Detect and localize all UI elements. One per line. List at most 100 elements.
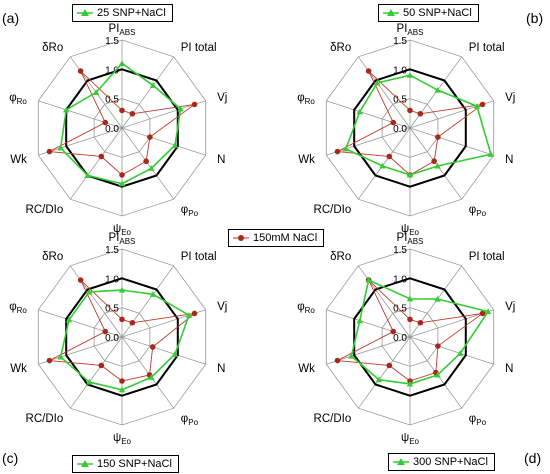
panel-letter-b: (b)	[526, 10, 544, 26]
series-line-treatment	[59, 289, 190, 391]
data-point-control	[417, 110, 424, 117]
axis-spoke	[121, 100, 206, 129]
tick-label: 1.5	[105, 245, 119, 256]
data-point-treatment	[348, 352, 355, 359]
axis-label: Wk	[298, 154, 315, 166]
axis-spoke	[121, 336, 175, 409]
reference-line	[353, 68, 467, 188]
data-point-treatment	[84, 172, 91, 179]
axis-label: N	[217, 363, 225, 375]
panel-letter-d: (d)	[524, 450, 542, 466]
axis-label: δRo	[330, 251, 351, 263]
axis-label: Vj	[505, 301, 515, 313]
axis-spoke	[326, 309, 411, 338]
axis-label: PIABS	[109, 232, 136, 246]
legend-label: 50 SNP+NaCl	[403, 7, 472, 19]
data-point-control	[334, 148, 341, 155]
data-point-control	[102, 119, 109, 126]
axis-label: φPo	[181, 204, 199, 218]
data-point-control	[417, 319, 424, 326]
data-point-treatment	[375, 376, 383, 383]
data-point-control	[435, 343, 441, 349]
axis-spoke	[38, 100, 123, 129]
data-point-treatment	[356, 317, 363, 324]
data-point-control	[334, 357, 341, 364]
legend-swatch-treatment	[77, 9, 93, 16]
axis-spoke	[121, 56, 175, 129]
data-point-control	[143, 158, 149, 165]
tick-label: 0.5	[105, 95, 119, 106]
tick-label: 1.0	[393, 65, 407, 76]
data-point-treatment	[484, 308, 492, 315]
axis-label: N	[505, 154, 513, 166]
axis-label: φRo	[297, 301, 315, 315]
data-point-treatment	[148, 165, 155, 171]
axis-label: φPo	[469, 413, 487, 427]
data-point-treatment	[63, 106, 70, 113]
axis-spoke	[69, 127, 123, 200]
axis-spoke	[409, 100, 494, 129]
axis-label: RC/DIo	[26, 413, 64, 425]
axis-spoke	[69, 265, 123, 338]
tick-label: 1.5	[105, 36, 119, 47]
data-point-treatment	[118, 180, 126, 187]
axis-label: δRo	[42, 251, 63, 263]
data-point-control	[479, 310, 486, 317]
data-point-control	[390, 119, 397, 126]
axis-label: PI total	[469, 42, 505, 54]
panel-letter-a: (a)	[2, 10, 20, 26]
legend-swatch-treatment	[383, 9, 399, 16]
axis-label: RC/DIo	[26, 204, 64, 216]
data-point-treatment	[171, 142, 179, 148]
legend-panel-c: 150 SNP+NaCl	[72, 455, 179, 473]
data-point-control	[129, 319, 136, 326]
data-point-control	[119, 172, 125, 178]
axis-spoke	[357, 336, 411, 409]
tick-label: 0.5	[393, 304, 407, 315]
data-point-treatment	[406, 380, 414, 387]
data-point-control	[390, 328, 397, 335]
data-point-treatment	[406, 295, 414, 302]
axis-spoke	[326, 100, 411, 129]
tick-label: 0.0	[393, 333, 407, 344]
axis-spoke	[38, 309, 123, 338]
axis-label: Wk	[298, 363, 315, 375]
tick-label: 1.0	[105, 65, 119, 76]
axis-spoke	[38, 127, 123, 156]
data-point-control	[407, 107, 413, 114]
axis-label: δRo	[42, 42, 63, 54]
data-point-control	[431, 158, 437, 165]
axis-label: ψEo	[113, 223, 132, 237]
axis-label: RC/DIo	[314, 204, 352, 216]
data-point-control	[149, 344, 156, 350]
data-point-treatment	[86, 378, 93, 385]
data-point-control	[191, 101, 198, 108]
panel-letter-c: (c)	[2, 450, 19, 466]
data-point-treatment	[86, 288, 93, 295]
data-point-treatment	[118, 60, 126, 67]
tick-label: 0.0	[393, 124, 407, 135]
data-point-control	[386, 153, 393, 160]
axis-spoke	[409, 309, 494, 338]
axis-label: PIABS	[109, 23, 136, 37]
tick-label: 1.5	[393, 245, 407, 256]
axis-label: δRo	[330, 42, 351, 54]
data-point-treatment	[434, 371, 441, 378]
data-point-control	[191, 310, 198, 317]
reference-line	[353, 277, 467, 397]
data-point-treatment	[57, 144, 64, 151]
data-point-treatment	[434, 162, 441, 169]
legend-panel-d: 300 SNP+NaCl	[388, 453, 495, 471]
tick-label: 0.5	[105, 304, 119, 315]
legend-swatch-treatment	[77, 460, 93, 467]
axis-spoke	[357, 127, 411, 200]
data-point-control	[98, 153, 105, 160]
axis-label: Vj	[217, 92, 227, 104]
legend-panel-b: 50 SNP+NaCl	[378, 4, 479, 22]
axis-spoke	[409, 127, 463, 200]
data-point-control	[479, 101, 486, 108]
data-point-treatment	[92, 89, 100, 95]
